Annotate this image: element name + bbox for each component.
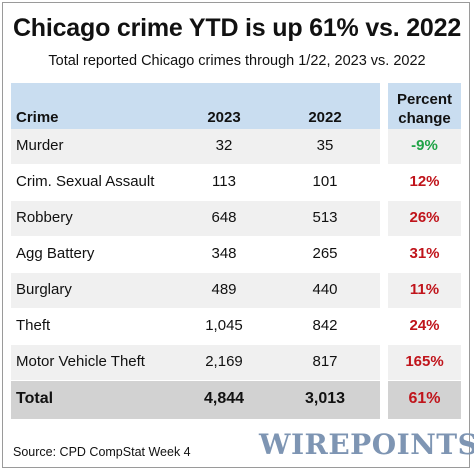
value-2022: 265 <box>312 245 338 262</box>
column-header-2023: 2023 <box>207 109 241 126</box>
crime-name: Agg Battery <box>16 245 95 262</box>
value-2023: 648 <box>211 209 237 226</box>
percent-cell-background <box>388 345 461 380</box>
column-header-percent-line1: Percent <box>396 91 453 108</box>
value-2023: 32 <box>215 137 233 154</box>
table-row <box>11 273 380 308</box>
chart-title: Chicago crime YTD is up 61% vs. 2022 <box>12 14 462 42</box>
crime-name: Crim. Sexual Assault <box>16 173 155 190</box>
value-2022: 101 <box>312 173 338 190</box>
crime-name: Robbery <box>16 209 73 226</box>
crime-name: Burglary <box>16 281 72 298</box>
percent-header-background <box>388 83 461 129</box>
percent-change: 26% <box>409 209 440 226</box>
value-2022: 35 <box>316 137 334 154</box>
total-percent-cell-background <box>388 381 461 419</box>
percent-change: 31% <box>409 245 440 262</box>
crime-name: Motor Vehicle Theft <box>16 353 145 370</box>
percent-cell-background <box>388 201 461 236</box>
percent-change: 12% <box>409 173 440 190</box>
value-2023: 489 <box>211 281 237 298</box>
total-percent-change: 61% <box>408 390 441 407</box>
percent-cell-background <box>388 273 461 308</box>
chart-subtitle: Total reported Chicago crimes through 1/… <box>48 53 426 69</box>
percent-change: 165% <box>405 353 444 370</box>
value-2023: 2,169 <box>205 353 243 370</box>
value-2022: 440 <box>312 281 338 298</box>
percent-change: -9% <box>411 137 438 154</box>
table-row <box>11 129 380 164</box>
percent-cell-background <box>388 129 461 164</box>
column-header-2022: 2022 <box>308 109 342 126</box>
percent-change: 24% <box>409 317 440 334</box>
percent-change: 11% <box>409 281 440 298</box>
wirepoints-logo: WIREPOINTS <box>259 428 474 461</box>
total-2023: 4,844 <box>203 390 245 407</box>
value-2022: 513 <box>312 209 338 226</box>
column-header-crime: Crime <box>16 109 59 126</box>
table-row <box>11 201 380 236</box>
table-header-background <box>11 83 380 129</box>
value-2023: 113 <box>212 173 236 190</box>
crime-name: Theft <box>16 317 51 334</box>
value-2022: 842 <box>312 317 338 334</box>
total-row <box>11 381 380 419</box>
value-2023: 348 <box>211 245 237 262</box>
source-note: Source: CPD CompStat Week 4 <box>13 445 191 459</box>
column-header-percent-line2: change <box>398 110 451 127</box>
value-2022: 817 <box>312 353 338 370</box>
table-row <box>11 345 380 380</box>
total-label: Total <box>16 390 54 407</box>
crime-name: Murder <box>16 137 64 154</box>
value-2023: 1,045 <box>205 317 243 334</box>
total-2022: 3,013 <box>304 390 346 407</box>
